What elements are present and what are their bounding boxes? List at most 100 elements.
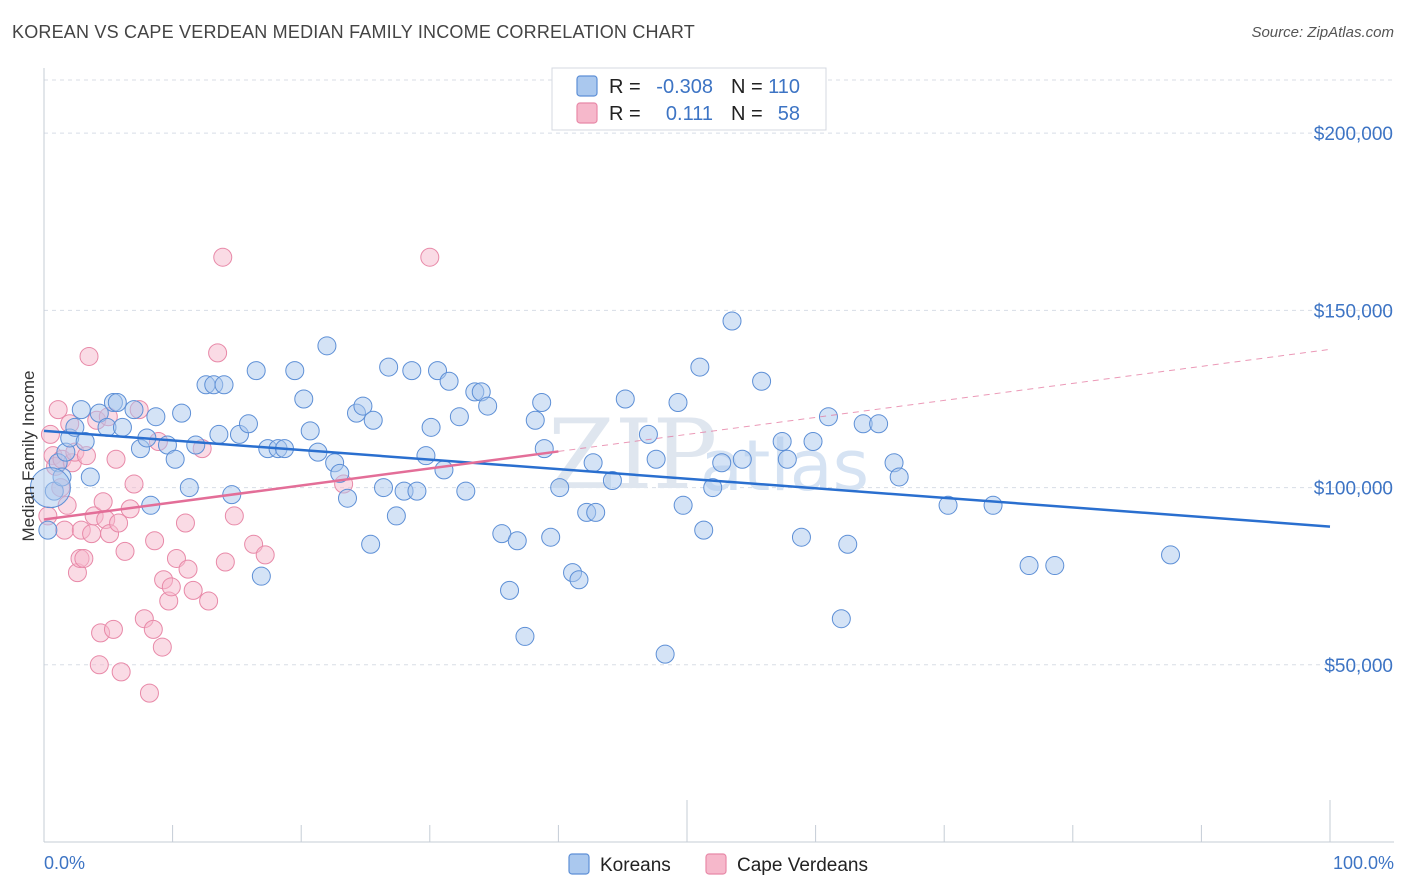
legend-swatch-cape [576, 102, 598, 124]
cape-verdean-point [74, 548, 94, 568]
korean-point [29, 467, 71, 509]
korean-point [938, 495, 958, 515]
korean-point [838, 534, 858, 554]
korean-point [638, 424, 658, 444]
korean-point [983, 495, 1003, 515]
korean-point [75, 432, 95, 452]
chart-title: KOREAN VS CAPE VERDEAN MEDIAN FAMILY INC… [12, 22, 695, 42]
bottom-legend-korean: Koreans [600, 855, 671, 876]
cape-verdean-point [111, 662, 131, 682]
y-tick-label: $200,000 [1314, 124, 1393, 145]
korean-point [569, 570, 589, 590]
korean-point [146, 407, 166, 427]
korean-point [38, 520, 58, 540]
korean-point [541, 527, 561, 547]
cape-verdean-point [109, 513, 129, 533]
cape-verdean-point [48, 400, 68, 420]
chart-source: Source: ZipAtlas.com [1251, 24, 1394, 41]
trend-lines [43, 348, 1331, 528]
korean-point [421, 417, 441, 437]
cape-verdean-point [224, 506, 244, 526]
korean-point [818, 407, 838, 427]
cape-verdean-point [55, 520, 75, 540]
korean-point [492, 524, 512, 544]
korean-point [690, 357, 710, 377]
watermark-zip: ZIP [548, 399, 717, 511]
korean-point [300, 421, 320, 441]
korean-point [294, 389, 314, 409]
korean-points [29, 311, 1181, 664]
korean-point [434, 460, 454, 480]
korean-point [515, 626, 535, 646]
korean-point [752, 371, 772, 391]
korean-point [337, 488, 357, 508]
cape-verdean-point [213, 247, 233, 267]
y-tick-label: $50,000 [1324, 656, 1393, 677]
cape-verdean-point [115, 541, 135, 561]
cape-verdean-point [152, 637, 172, 657]
cape-verdean-point [106, 449, 126, 469]
cape-verdean-point [178, 559, 198, 579]
grid-lines [44, 79, 1394, 666]
cape-verdean-point [208, 343, 228, 363]
cape-verdean-point [161, 577, 181, 597]
korean-point [478, 396, 498, 416]
cape-verdean-point [145, 531, 165, 551]
korean-point [386, 506, 406, 526]
korean-point [165, 449, 185, 469]
legend-cape-n-label: N = [731, 103, 763, 125]
legend-korean-n-value: 110 [768, 76, 800, 98]
korean-point [353, 396, 373, 416]
korean-point [1019, 556, 1039, 576]
korean-point [112, 417, 132, 437]
korean-point [71, 400, 91, 420]
korean-point [602, 470, 622, 490]
korean-point [791, 527, 811, 547]
korean-point [80, 467, 100, 487]
cape-verdean-point [183, 580, 203, 600]
korean-point [379, 357, 399, 377]
korean-point [439, 371, 459, 391]
cape-verdean-point [143, 619, 163, 639]
bottom-legend-cape: Cape Verdeans [737, 855, 868, 876]
cape-trend-line [43, 450, 559, 521]
korean-point [124, 400, 144, 420]
legend-cape-r-value: 0.111 [666, 103, 713, 125]
y-tick-labels: $200,000 $150,000 $100,000 $50,000 [1314, 124, 1393, 677]
bottom-legend-swatch-korean [568, 853, 590, 875]
cape-verdean-point [175, 513, 195, 533]
korean-point [655, 644, 675, 664]
korean-point [361, 534, 381, 554]
x-tick-min: 0.0% [44, 853, 85, 873]
korean-point [668, 393, 688, 413]
korean-point [525, 410, 545, 430]
cape-verdean-point [79, 346, 99, 366]
cape-verdean-point [40, 424, 60, 444]
legend-korean-r-label: R = [609, 76, 641, 98]
bottom-legend-swatch-cape [705, 853, 727, 875]
korean-point [238, 414, 258, 434]
legend-swatch-korean [576, 75, 598, 97]
korean-point [214, 375, 234, 395]
korean-point [374, 478, 394, 498]
korean-point [772, 432, 792, 452]
korean-point [550, 478, 570, 498]
y-tick-label: $100,000 [1314, 479, 1393, 500]
korean-point [407, 481, 427, 501]
cape-verdean-point [139, 683, 159, 703]
korean-point [186, 435, 206, 455]
korean-point [363, 410, 383, 430]
korean-point [179, 478, 199, 498]
korean-point [694, 520, 714, 540]
y-axis-label: Median Family Income [19, 370, 38, 541]
cape-verdean-point [255, 545, 275, 565]
korean-point [831, 609, 851, 629]
korean-point [615, 389, 635, 409]
korean-point [209, 424, 229, 444]
korean-point [285, 361, 305, 381]
korean-point [722, 311, 742, 331]
cape-verdean-point [420, 247, 440, 267]
legend-cape-n-value: 58 [778, 103, 800, 125]
legend-box [551, 67, 827, 131]
